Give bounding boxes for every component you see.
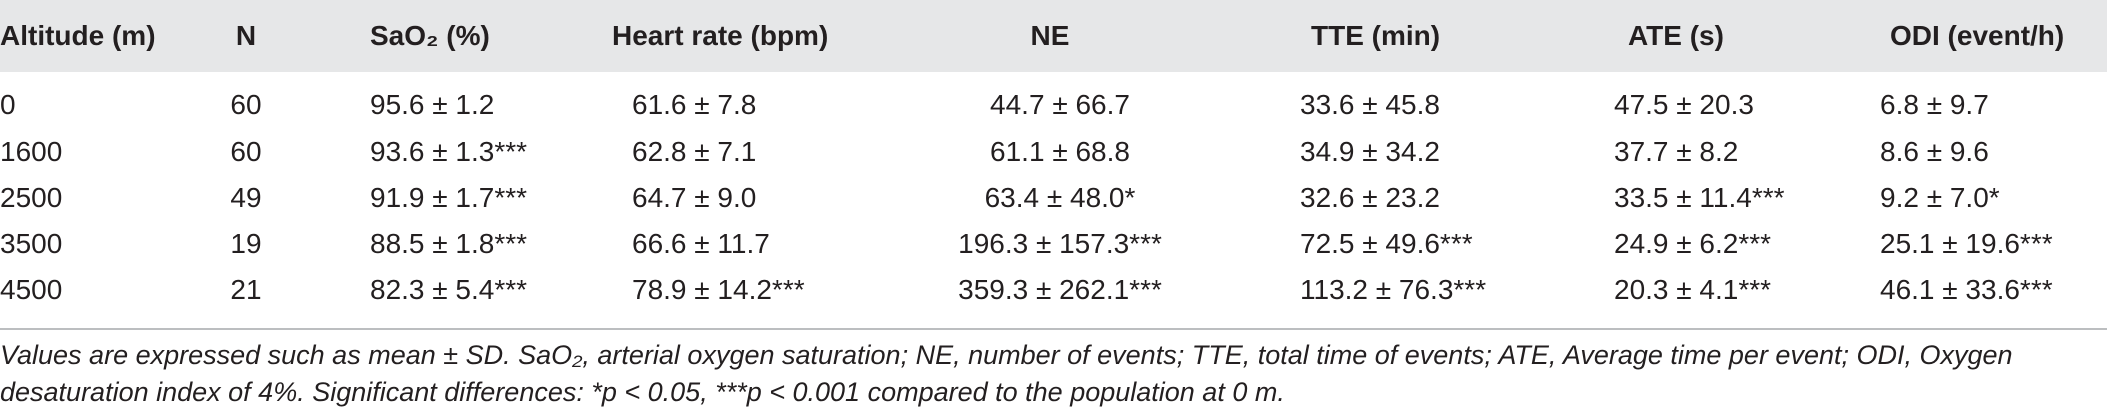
table-cell: 93.6 ± 1.3***	[370, 136, 528, 167]
table-cell: 63.4 ± 48.0*	[984, 182, 1136, 213]
table-cell: 34.9 ± 34.2	[1300, 136, 1440, 167]
table-cell: 6.8 ± 9.7	[1880, 89, 1989, 120]
table-cell: 82.3 ± 5.4***	[370, 274, 528, 305]
table-cell: 62.8 ± 7.1	[632, 136, 757, 167]
table-cell: 91.9 ± 1.7***	[370, 182, 528, 213]
table-cell: 33.5 ± 11.4***	[1614, 182, 1785, 213]
table-cell: 78.9 ± 14.2***	[632, 274, 805, 305]
column-header: ODI (event/h)	[1890, 20, 2065, 51]
column-header: ATE (s)	[1628, 20, 1724, 51]
column-header: SaO₂ (%)	[370, 20, 490, 51]
table-cell: 32.6 ± 23.2	[1300, 182, 1440, 213]
table-cell: 60	[230, 136, 262, 167]
column-header: Altitude (m)	[0, 20, 156, 51]
bottom-rule	[0, 328, 2107, 330]
footnote-line: desaturation index of 4%. Significant di…	[0, 377, 1285, 407]
table-cell: 196.3 ± 157.3***	[958, 228, 1162, 259]
table-cell: 88.5 ± 1.8***	[370, 228, 528, 259]
table-cell: 47.5 ± 20.3	[1614, 89, 1754, 120]
table-cell: 2500	[0, 182, 63, 213]
table-cell: 25.1 ± 19.6***	[1880, 228, 2053, 259]
table-cell: 8.6 ± 9.6	[1880, 136, 1989, 167]
table-cell: 72.5 ± 49.6***	[1300, 228, 1473, 259]
table-cell: 66.6 ± 11.7	[632, 228, 770, 259]
column-header: Heart rate (bpm)	[612, 20, 829, 51]
table-cell: 19	[230, 228, 262, 259]
table-cell: 113.2 ± 76.3***	[1300, 274, 1487, 305]
table-cell: 44.7 ± 66.7	[990, 89, 1130, 120]
footnote-line: Values are expressed such as mean ± SD. …	[0, 340, 2013, 370]
table-cell: 21	[230, 274, 262, 305]
header-band	[0, 0, 2107, 72]
table-cell: 61.1 ± 68.8	[990, 136, 1130, 167]
table-cell: 61.6 ± 7.8	[632, 89, 757, 120]
table-cell: 64.7 ± 9.0	[632, 182, 757, 213]
table-cell: 4500	[0, 274, 63, 305]
table-cell: 20.3 ± 4.1***	[1614, 274, 1772, 305]
table-cell: 359.3 ± 262.1***	[958, 274, 1162, 305]
table-cell: 24.9 ± 6.2***	[1614, 228, 1772, 259]
table-cell: 60	[230, 89, 262, 120]
table-cell: 95.6 ± 1.2	[370, 89, 495, 120]
table-cell: 3500	[0, 228, 63, 259]
table-cell: 33.6 ± 45.8	[1300, 89, 1440, 120]
column-header: N	[235, 20, 257, 51]
table-cell: 49	[230, 182, 262, 213]
table-cell: 37.7 ± 8.2	[1614, 136, 1739, 167]
table-cell: 1600	[0, 136, 63, 167]
table-cell: 9.2 ± 7.0*	[1880, 182, 2000, 213]
column-header: NE	[1030, 20, 1070, 51]
column-header: TTE (min)	[1311, 20, 1441, 51]
table-cell: 46.1 ± 33.6***	[1880, 274, 2053, 305]
table-cell: 0	[0, 89, 16, 120]
